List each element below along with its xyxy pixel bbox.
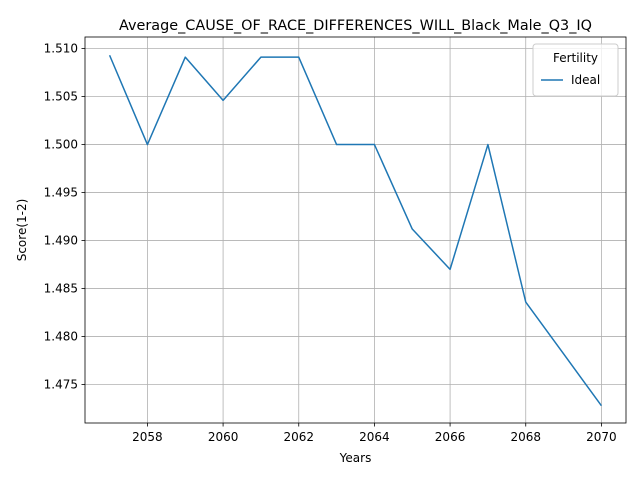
y-tick-label: 1.495 [44, 186, 78, 200]
y-tick-label: 1.490 [44, 234, 78, 248]
x-axis-label: Years [339, 451, 372, 465]
x-axis-ticks: 2058 2060 2062 2064 2066 2068 2070 [132, 423, 617, 444]
x-tick-label: 2062 [283, 430, 314, 444]
y-tick-label: 1.475 [44, 378, 78, 392]
x-tick-label: 2058 [132, 430, 163, 444]
legend-box [532, 43, 619, 97]
x-tick-label: 2060 [208, 430, 239, 444]
legend-title: Fertility [553, 51, 598, 65]
y-tick-label: 1.480 [44, 330, 78, 344]
legend-label-ideal: Ideal [571, 73, 600, 87]
x-tick-label: 2068 [510, 430, 541, 444]
y-tick-label: 1.505 [44, 90, 78, 104]
y-tick-label: 1.485 [44, 282, 78, 296]
plot-frame [84, 36, 627, 424]
series-layer [108, 54, 603, 407]
x-tick-label: 2064 [359, 430, 390, 444]
y-tick-label: 1.510 [44, 42, 78, 56]
legend: Fertility Ideal [532, 43, 619, 97]
y-tick-label: 1.500 [44, 138, 78, 152]
y-axis-ticks: 1.475 1.480 1.485 1.490 1.495 1.500 1.505 1.510 [44, 42, 85, 392]
x-tick-label: 2070 [586, 430, 617, 444]
series-line-ideal [108, 54, 603, 407]
x-tick-label: 2066 [435, 430, 466, 444]
chart-title: Average_CAUSE_OF_RACE_DIFFERENCES_WILL_B… [119, 18, 592, 34]
y-axis-label: Score(1-2) [15, 199, 29, 262]
